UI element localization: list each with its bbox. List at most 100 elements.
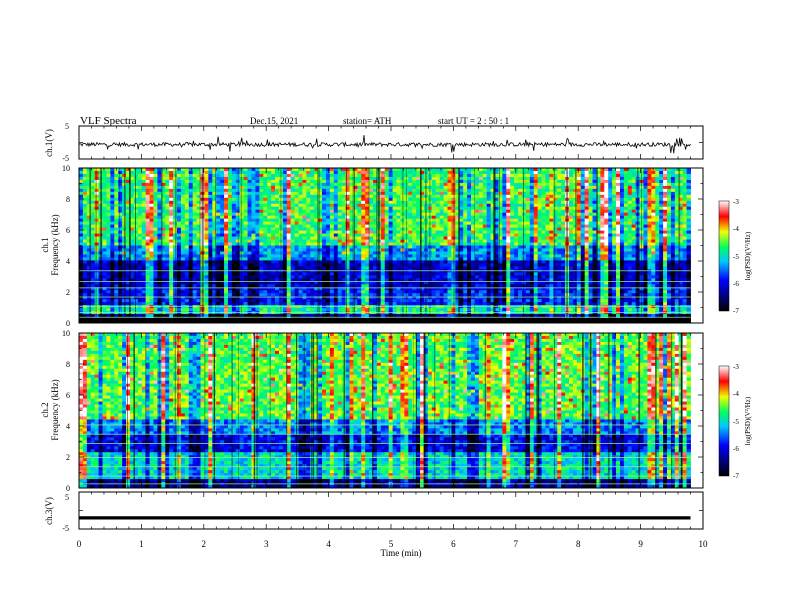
spectrogram-cell bbox=[79, 203, 84, 208]
spectrogram-cell bbox=[114, 236, 119, 240]
spectrogram-cell bbox=[478, 188, 484, 193]
spectrogram-cell bbox=[133, 188, 139, 193]
spectrogram-cell bbox=[322, 248, 327, 252]
spectrogram-cell bbox=[329, 185, 335, 190]
spectrogram-cell bbox=[498, 236, 503, 240]
spectrogram-cell bbox=[592, 221, 597, 226]
spectrogram-cell bbox=[423, 218, 429, 223]
spectrogram-cell bbox=[455, 242, 460, 246]
spectrogram-cell bbox=[608, 191, 613, 196]
spectrogram-cell bbox=[553, 257, 558, 261]
spectrogram-cell bbox=[463, 194, 468, 199]
spectrogram-cell bbox=[275, 227, 280, 231]
spectrogram-cell bbox=[306, 197, 311, 202]
spectrogram-cell bbox=[518, 224, 523, 229]
spectrogram-cell bbox=[447, 218, 452, 223]
spectrogram-cell bbox=[670, 221, 676, 226]
spectrogram-cell bbox=[396, 254, 401, 258]
spectrogram-cell bbox=[392, 248, 397, 252]
spectrogram-cell bbox=[173, 191, 178, 196]
spectrogram-cell bbox=[596, 200, 601, 205]
spectrogram-cell bbox=[384, 206, 390, 211]
spectrogram-cell bbox=[420, 218, 425, 223]
spectrogram-cell bbox=[498, 245, 503, 249]
spectrogram-cell bbox=[251, 203, 256, 208]
spectrogram-cell bbox=[447, 188, 452, 193]
spectrogram-cell bbox=[243, 191, 248, 196]
spectrogram-cell bbox=[490, 185, 495, 190]
spectrogram-cell bbox=[404, 221, 409, 226]
spectrogram-cell bbox=[682, 209, 687, 214]
spectrogram-cell bbox=[619, 215, 625, 220]
spectrogram-cell bbox=[584, 188, 589, 193]
spectrogram-cell bbox=[686, 191, 691, 196]
spectrogram-cell bbox=[290, 218, 295, 223]
spectrogram-cell bbox=[478, 215, 484, 220]
spectrogram-cell bbox=[561, 257, 566, 261]
spectrogram-cell bbox=[216, 168, 221, 172]
spectrogram-cell bbox=[435, 188, 441, 193]
spectrogram-cell bbox=[486, 170, 491, 175]
spectrogram-cell bbox=[118, 254, 123, 258]
spectrogram-cell bbox=[365, 188, 370, 193]
spectrogram-cell bbox=[549, 176, 554, 181]
spectrogram-cell bbox=[467, 224, 472, 229]
spectrogram-cell bbox=[145, 257, 150, 261]
spectrogram-cell bbox=[663, 254, 668, 258]
spectrogram-cell bbox=[506, 215, 511, 220]
spectrogram-cell bbox=[286, 185, 292, 190]
spectrogram-cell bbox=[604, 227, 609, 231]
spectrogram-cell bbox=[325, 218, 331, 223]
spectrogram-cell bbox=[569, 251, 574, 255]
spectrogram-cell bbox=[541, 260, 546, 264]
spectrogram-cell bbox=[486, 254, 491, 258]
spectrogram-cell bbox=[439, 260, 444, 264]
spectrogram-cell bbox=[255, 170, 260, 175]
spectrogram-cell bbox=[90, 221, 96, 226]
spectrogram-cell bbox=[259, 185, 264, 190]
spectrogram-cell bbox=[580, 224, 586, 229]
spectrogram-cell bbox=[396, 194, 401, 199]
spectrogram-cell bbox=[431, 200, 437, 205]
spectrogram-cell bbox=[196, 203, 201, 208]
spectrogram-cell bbox=[459, 170, 464, 175]
spectrogram-cell bbox=[122, 173, 127, 178]
spectrogram-cell bbox=[255, 176, 260, 181]
spectrogram-cell bbox=[200, 227, 205, 231]
spectrogram-cell bbox=[486, 248, 491, 252]
spectrogram-cell bbox=[216, 245, 221, 249]
spectrogram-cell bbox=[667, 188, 672, 193]
spectrogram-cell bbox=[600, 221, 605, 226]
spectrogram-cell bbox=[86, 239, 92, 243]
spectrogram-cell bbox=[592, 239, 597, 243]
spectrogram-cell bbox=[431, 197, 437, 202]
spectrogram-cell bbox=[561, 203, 566, 208]
spectrogram-cell bbox=[282, 197, 288, 202]
spectrogram-cell bbox=[521, 197, 527, 202]
spectrogram-cell bbox=[423, 257, 429, 261]
spectrogram-cell bbox=[259, 212, 264, 217]
spectrogram-cell bbox=[196, 230, 201, 234]
spectrogram-cell bbox=[663, 233, 668, 237]
spectrogram-cell bbox=[220, 215, 225, 220]
spectrogram-cell bbox=[553, 260, 558, 264]
spectrogram-cell bbox=[486, 182, 491, 187]
spectrogram-cell bbox=[341, 218, 346, 223]
spectrogram-cell bbox=[173, 197, 178, 202]
spectrogram-cell bbox=[392, 260, 397, 264]
spectrogram-cell bbox=[498, 179, 503, 184]
spectrogram-cell bbox=[561, 197, 566, 202]
spectrogram-cell bbox=[678, 242, 684, 246]
spectrogram-cell bbox=[463, 182, 468, 187]
spectrogram-cell bbox=[533, 185, 539, 190]
spectrogram-cell bbox=[165, 170, 170, 175]
spectrogram-cell bbox=[627, 257, 633, 261]
spectrogram-cell bbox=[518, 209, 523, 214]
spectrogram-cell bbox=[514, 212, 519, 217]
spectrogram-cell bbox=[94, 242, 99, 246]
spectrogram-cell bbox=[298, 168, 303, 172]
spectrogram-cell bbox=[423, 179, 429, 184]
spectrogram-cell bbox=[118, 233, 123, 237]
spectrogram-cell bbox=[94, 182, 99, 187]
spectrogram-cell bbox=[349, 221, 354, 226]
